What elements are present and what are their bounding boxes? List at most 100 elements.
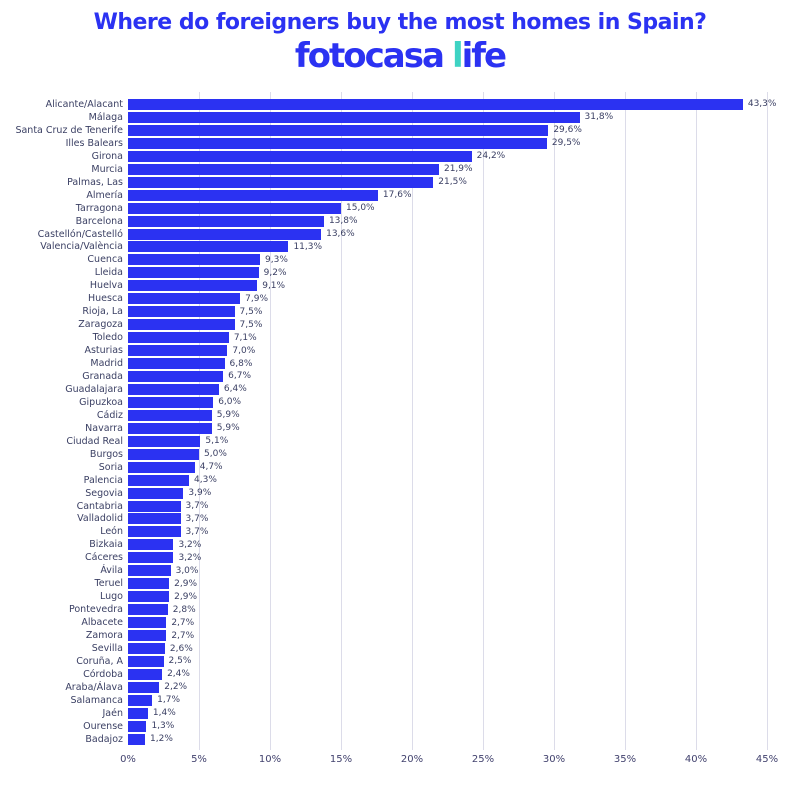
bar (128, 176, 434, 188)
value-label: 24,2% (476, 151, 506, 162)
bar-row: Barcelona 13,8% (0, 215, 800, 228)
category-label: Alicante/Alacant (45, 98, 123, 110)
bar-row: Castellón/Castelló 13,6% (0, 228, 800, 241)
category-label: Zamora (85, 630, 123, 642)
value-label: 2,4% (167, 669, 190, 680)
bar-track: 7,1% (128, 332, 800, 344)
bar-track: 2,7% (128, 630, 800, 642)
bar (128, 668, 163, 680)
value-label: 21,5% (438, 177, 467, 188)
bar-row: Madrid 6,8% (0, 357, 800, 370)
bar (128, 474, 190, 486)
bar-row: Segovia 3,9% (0, 487, 800, 500)
bar-row: Ávila 3,0% (0, 564, 800, 577)
bar-row: Soria 4,7% (0, 461, 800, 474)
x-tick-label: 20% (400, 754, 424, 765)
bar-track: 2,4% (128, 668, 800, 680)
value-label: 43,3% (747, 99, 777, 110)
bar-row: Asturias 7,0% (0, 344, 800, 357)
bar-track: 2,5% (128, 655, 800, 667)
bar (128, 422, 212, 434)
bar (128, 370, 224, 382)
category-label: Ávila (100, 565, 123, 577)
bar-row: Tarragona 15,0% (0, 202, 800, 215)
category-label: Soria (98, 461, 123, 473)
category-label: Cádiz (96, 409, 123, 421)
value-label: 7,0% (232, 345, 256, 356)
bar (128, 409, 212, 421)
bar (128, 345, 228, 357)
bar-track: 9,2% (128, 267, 800, 279)
gridline (625, 92, 626, 750)
rows-layer: Alicante/Alacant 43,3% Málaga 31,8% Santa Cr… (0, 98, 800, 746)
value-label: 7,1% (233, 332, 257, 343)
bar-track: 3,7% (128, 513, 800, 525)
category-label: Barcelona (75, 215, 123, 227)
fotocasa-life-logo: fotocasa life (0, 37, 800, 75)
value-label: 17,6% (382, 190, 412, 201)
x-tick-label: 0% (120, 754, 136, 765)
bar-row: Huelva 9,1% (0, 279, 800, 292)
gridline (199, 92, 200, 750)
value-label: 4,3% (194, 475, 217, 486)
value-label: 1,3% (151, 721, 175, 732)
bar-row: Málaga 31,8% (0, 111, 800, 124)
bar-track: 5,0% (128, 448, 800, 460)
value-label: 2,9% (174, 578, 198, 589)
value-label: 7,5% (239, 306, 263, 317)
bar-row: Illes Balears 29,5% (0, 137, 800, 150)
chart-title: Where do foreigners buy the most homes i… (93, 10, 707, 35)
value-label: 1,2% (150, 734, 173, 745)
bar-track: 7,0% (128, 345, 800, 357)
value-label: 31,8% (584, 112, 614, 123)
category-label: Illes Balears (65, 137, 123, 149)
bar-row: León 3,7% (0, 525, 800, 538)
bar-track: 5,9% (128, 422, 800, 434)
x-tick-label: 30% (542, 754, 566, 765)
bar-track: 1,7% (128, 694, 800, 706)
bar-row: Zaragoza 7,5% (0, 318, 800, 331)
bar (128, 383, 219, 395)
value-label: 9,1% (262, 280, 286, 291)
value-label: 4,7% (199, 462, 223, 473)
bar-row: Córdoba 2,4% (0, 668, 800, 681)
category-label: Cantabria (76, 500, 123, 512)
category-label: Valladolid (77, 513, 123, 525)
value-label: 3,7% (185, 526, 209, 537)
bar-row: Toledo 7,1% (0, 331, 800, 344)
bar-row: Sevilla 2,6% (0, 642, 800, 655)
bar-row: Cáceres 3,2% (0, 551, 800, 564)
bar-track: 1,2% (128, 733, 800, 745)
category-label: Murcia (91, 163, 123, 175)
bar-row: Ourense 1,3% (0, 720, 800, 733)
category-label: Coruña, A (76, 655, 123, 667)
bar (128, 643, 165, 654)
bar (128, 604, 168, 616)
category-label: Araba/Álava (65, 681, 123, 693)
category-label: Girona (91, 150, 123, 162)
bar-track: 7,5% (128, 306, 800, 318)
value-label: 3,2% (178, 552, 202, 563)
bar-track: 2,6% (128, 643, 800, 654)
x-tick-label: 25% (471, 754, 495, 765)
bar (128, 150, 472, 162)
category-label: Palmas, Las (67, 176, 123, 188)
bar (128, 694, 153, 706)
bar-row: Valencia/València 11,3% (0, 240, 800, 253)
bar-track: 3,9% (128, 487, 800, 499)
value-label: 5,9% (216, 410, 240, 421)
bar-row: Lleida 9,2% (0, 266, 800, 279)
category-label: Jaén (102, 707, 124, 719)
x-tick-label: 45% (755, 754, 779, 765)
bar (128, 254, 261, 266)
bar-row: Alicante/Alacant 43,3% (0, 98, 800, 111)
bar (128, 500, 181, 512)
category-label: Huesca (87, 293, 123, 305)
bar-track: 2,9% (128, 578, 800, 590)
category-label: Lugo (100, 591, 123, 603)
bar-row: Jaén 1,4% (0, 707, 800, 720)
value-label: 2,6% (169, 643, 193, 654)
value-label: 5,0% (204, 449, 227, 460)
bar-row: Palencia 4,3% (0, 474, 800, 487)
category-label: Santa Cruz de Tenerife (15, 124, 123, 136)
